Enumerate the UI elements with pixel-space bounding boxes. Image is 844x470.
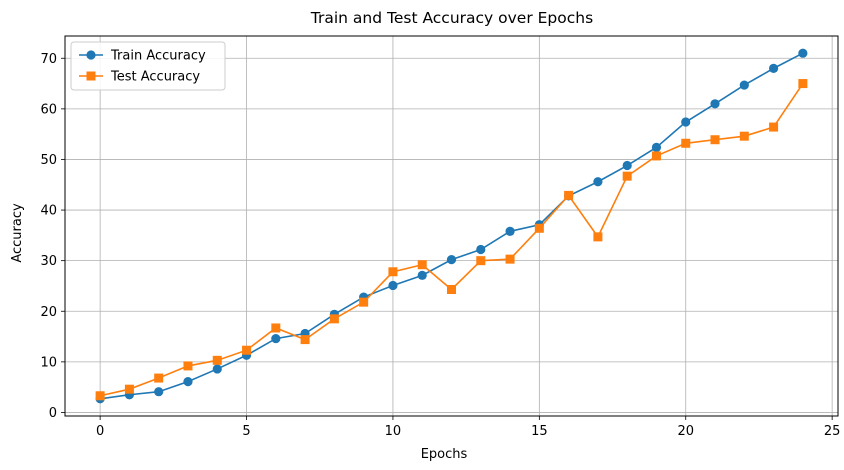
test-accuracy-point xyxy=(739,131,749,141)
test-accuracy-point xyxy=(798,79,808,89)
test-accuracy-point xyxy=(710,135,720,145)
legend: Train Accuracy Test Accuracy xyxy=(70,41,226,91)
train-accuracy-point xyxy=(681,117,691,127)
x-tick-label: 20 xyxy=(677,424,694,439)
train-accuracy-point xyxy=(505,226,515,236)
chart-title: Train and Test Accuracy over Epochs xyxy=(310,9,593,27)
legend-box xyxy=(70,41,226,91)
legend-marker-test-accuracy xyxy=(86,71,96,81)
train-accuracy-point xyxy=(622,160,632,171)
y-tick-label: 30 xyxy=(40,254,57,269)
test-accuracy-point xyxy=(124,384,134,394)
y-tick-label: 40 xyxy=(40,204,57,219)
y-tick-label: 60 xyxy=(40,102,57,117)
y-tick-label: 20 xyxy=(40,305,57,320)
y-tick-label: 50 xyxy=(40,153,57,168)
train-accuracy-point xyxy=(798,48,808,58)
test-accuracy-point xyxy=(505,254,515,264)
test-accuracy-point xyxy=(212,355,222,365)
test-accuracy-point xyxy=(622,171,632,181)
y-axis-title: Accuracy xyxy=(10,203,25,263)
train-accuracy-point xyxy=(593,177,603,187)
y-axis: 0 10 20 30 40 50 60 70 xyxy=(40,52,65,421)
train-accuracy-point xyxy=(446,255,457,265)
train-accuracy-point xyxy=(768,63,779,73)
test-accuracy-point xyxy=(769,122,779,132)
train-accuracy-series xyxy=(95,48,808,404)
legend-item-test-accuracy: Test Accuracy xyxy=(79,70,200,85)
train-accuracy-point xyxy=(739,80,749,90)
x-tick-label: 25 xyxy=(824,424,841,439)
test-accuracy-point xyxy=(359,297,369,307)
x-axis: 0 5 10 15 20 25 xyxy=(96,416,840,439)
test-accuracy-point xyxy=(651,151,661,161)
test-accuracy-point xyxy=(447,285,456,295)
legend-label: Train Accuracy xyxy=(110,49,206,64)
y-tick-label: 10 xyxy=(40,355,57,370)
test-accuracy-point xyxy=(300,335,310,345)
train-accuracy-point xyxy=(710,99,720,109)
train-accuracy-point xyxy=(651,142,662,152)
test-accuracy-point xyxy=(95,391,105,401)
x-tick-label: 10 xyxy=(385,424,402,439)
test-accuracy-line xyxy=(99,83,804,397)
test-accuracy-point xyxy=(388,267,398,277)
test-accuracy-point xyxy=(564,190,574,200)
train-accuracy-line xyxy=(100,52,804,400)
train-accuracy-point xyxy=(417,270,427,280)
test-accuracy-point xyxy=(681,138,691,148)
test-accuracy-point xyxy=(329,314,339,324)
series-group xyxy=(95,48,808,404)
test-accuracy-point xyxy=(417,260,427,270)
legend-marker-train-accuracy xyxy=(86,50,96,60)
test-accuracy-point xyxy=(593,232,603,242)
train-accuracy-point xyxy=(388,280,398,291)
train-accuracy-point xyxy=(476,244,486,255)
legend-label: Test Accuracy xyxy=(110,70,200,85)
test-accuracy-series xyxy=(95,79,808,401)
y-tick-label: 70 xyxy=(40,52,57,67)
test-accuracy-point xyxy=(154,373,164,383)
y-tick-label: 0 xyxy=(49,406,57,421)
train-accuracy-point xyxy=(212,364,222,374)
test-accuracy-point xyxy=(183,361,193,371)
test-accuracy-point xyxy=(476,256,486,266)
grid-lines xyxy=(65,36,838,416)
train-accuracy-point xyxy=(154,387,164,397)
x-axis-title: Epochs xyxy=(421,447,468,462)
test-accuracy-point xyxy=(534,223,544,233)
train-accuracy-point xyxy=(183,376,193,387)
test-accuracy-point xyxy=(242,345,252,355)
train-accuracy-point xyxy=(271,333,281,344)
legend-item-train-accuracy: Train Accuracy xyxy=(79,49,206,64)
test-accuracy-point xyxy=(271,323,281,333)
plot-frame xyxy=(64,35,839,417)
x-tick-label: 15 xyxy=(531,424,548,439)
x-tick-label: 5 xyxy=(242,424,250,439)
x-tick-label: 0 xyxy=(96,424,104,439)
